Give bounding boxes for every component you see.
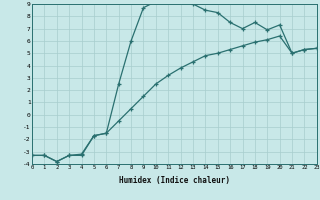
X-axis label: Humidex (Indice chaleur): Humidex (Indice chaleur) [119, 176, 230, 185]
